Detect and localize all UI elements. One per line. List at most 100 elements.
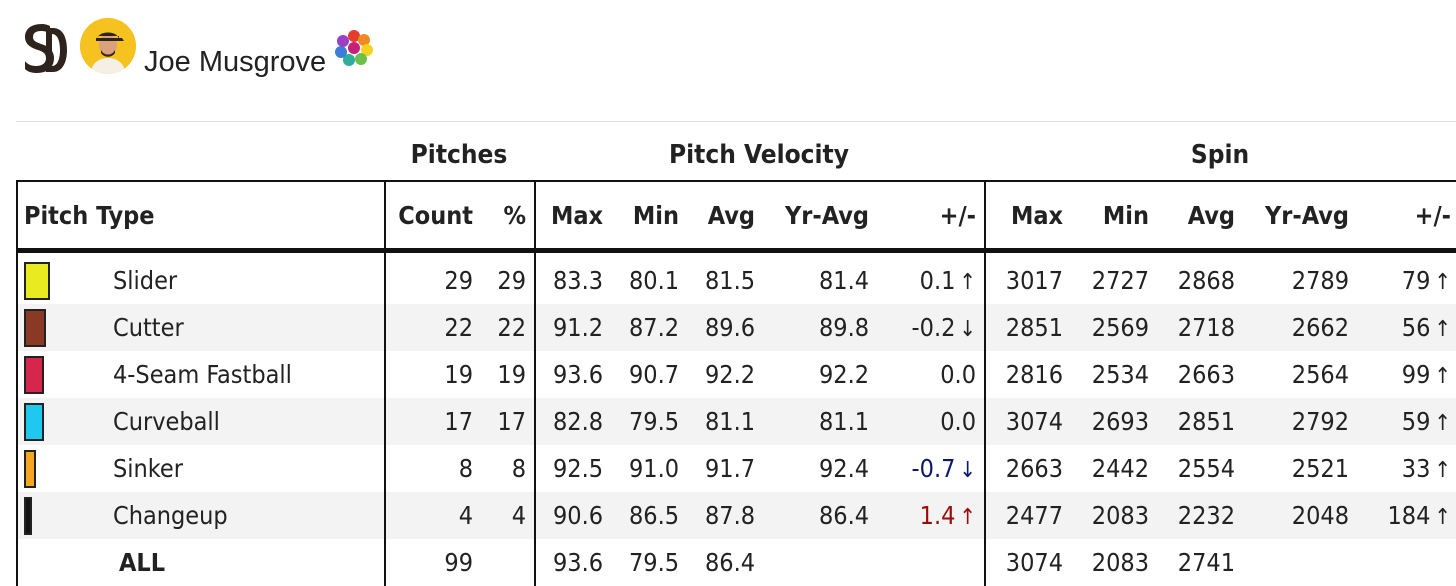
- spin-diff-value: 56: [1401, 313, 1431, 342]
- totals-spin-max: 3074: [1005, 548, 1064, 577]
- totals-velo-min: 79.5: [628, 548, 680, 577]
- pitch-color-swatch-cell: [16, 492, 113, 539]
- velo-yravg-cell: 92.2: [818, 360, 870, 389]
- group-velocity: Pitch Velocity: [669, 140, 849, 170]
- velo-avg-cell: 81.1: [687, 398, 764, 445]
- col-spin-avg: Avg: [1157, 180, 1244, 253]
- pitch-name: Slider: [113, 250, 387, 304]
- pitch-stats-table: Pitch Type Count % Max Min Avg Yr-Avg +/…: [15, 180, 1456, 586]
- velo-diff-value: -0.7: [911, 454, 956, 483]
- pitch-color-swatch-cell: [16, 250, 113, 304]
- player-avatar: [80, 18, 136, 74]
- spin-min-cell: 2693: [1071, 398, 1158, 445]
- totals-spin-avg: 2741: [1177, 548, 1236, 577]
- spin-yravg-cell: 2048: [1243, 492, 1358, 539]
- col-velo-avg: Avg: [687, 180, 764, 253]
- arrow-down-icon: ↓: [959, 317, 977, 342]
- count-cell: 17: [385, 398, 482, 445]
- spin-diff-cell: 99 ↑: [1357, 351, 1456, 398]
- velo-avg-cell: 91.7: [704, 454, 756, 483]
- velo-min-cell: 87.2: [611, 304, 688, 351]
- col-spin-max: Max: [985, 180, 1072, 253]
- table-row: Curveball 17 17 82.8 79.5 81.1 81.1 0.0 3074 2693…: [16, 398, 1456, 445]
- table-row: Slider 29 29 83.3 80.1 81.5 81.4 0.1 ↑ 3017 2727 28…: [16, 250, 1456, 305]
- pitch-color-swatch: [24, 355, 44, 394]
- spin-yravg-cell: 2789: [1291, 266, 1350, 295]
- player-headshot-icon: [80, 18, 136, 74]
- velo-diff-cell: 1.4 ↑: [877, 492, 987, 539]
- spin-diff-cell: 59 ↑: [1357, 398, 1456, 445]
- pct-cell: 4: [481, 492, 537, 539]
- pct-cell: 29: [481, 250, 537, 304]
- velo-diff-value: 1.4: [919, 501, 956, 530]
- spin-max-cell: 2663: [1005, 454, 1064, 483]
- table-row: 4-Seam Fastball 19 19 93.6 90.7 92.2 92.2 0.0 28…: [16, 351, 1456, 398]
- count-cell: 8: [458, 454, 474, 483]
- pct-cell: 8: [481, 445, 537, 492]
- spin-min-cell: 2727: [1091, 266, 1150, 295]
- arrow-up-icon: ↑: [1434, 317, 1452, 342]
- pct-cell: 19: [481, 351, 537, 398]
- spin-max-cell: 3017: [1005, 266, 1064, 295]
- velo-diff-value: 0.1: [919, 266, 956, 295]
- spin-avg-cell: 2718: [1157, 304, 1244, 351]
- count-cell: 19: [444, 360, 474, 389]
- totals-spin-diff: [1357, 539, 1456, 586]
- col-pct: %: [481, 180, 537, 253]
- pitch-name: 4-Seam Fastball: [113, 351, 387, 398]
- velo-max-cell: 91.2: [535, 304, 612, 351]
- velo-diff-value: -0.2: [911, 313, 956, 342]
- velo-avg-cell: 92.2: [704, 360, 756, 389]
- spin-diff-value: 184: [1387, 501, 1431, 530]
- spin-diff-cell: 79 ↑: [1357, 251, 1456, 305]
- spin-diff-cell: 33 ↑: [1357, 445, 1456, 492]
- pitch-color-swatch: [24, 402, 44, 441]
- velo-yravg-cell: 89.8: [763, 304, 878, 351]
- table-row: Cutter 22 22 91.2 87.2 89.6 89.8 -0.2 ↓ 2851 2569 2…: [16, 304, 1456, 351]
- spin-min-cell: 2442: [1091, 454, 1150, 483]
- spin-max-cell: 3074: [985, 398, 1072, 445]
- count-cell: 29: [444, 266, 474, 295]
- spin-avg-cell: 2851: [1157, 398, 1244, 445]
- velo-max-cell: 92.5: [552, 454, 604, 483]
- totals-spin-min: 2083: [1091, 548, 1150, 577]
- velo-min-cell: 91.0: [628, 454, 680, 483]
- arrow-up-icon: ↑: [1434, 458, 1452, 483]
- pitch-color-swatch: [24, 449, 36, 488]
- header-divider: [16, 121, 1456, 122]
- table-row: Sinker 8 8 92.5 91.0 91.7 92.4 -0.7 ↓ 2663 2442 255…: [16, 445, 1456, 492]
- col-pitch-type: Pitch Type: [15, 180, 387, 253]
- pitch-name: Cutter: [113, 304, 387, 351]
- pct-cell: 17: [481, 398, 537, 445]
- spin-min-cell: 2083: [1071, 492, 1158, 539]
- spin-avg-cell: 2663: [1177, 360, 1236, 389]
- spin-yravg-cell: 2792: [1243, 398, 1358, 445]
- col-spin-diff: +/-: [1357, 180, 1456, 253]
- totals-spin-yravg: [1243, 539, 1357, 586]
- col-velo-max: Max: [535, 180, 612, 253]
- pitch-color-swatch: [24, 496, 32, 535]
- velo-diff-cell: -0.7 ↓: [877, 445, 987, 492]
- totals-pct: [481, 539, 537, 586]
- count-cell: 22: [385, 304, 482, 351]
- arrow-up-icon: ↑: [959, 270, 977, 295]
- column-header-row: Pitch Type Count % Max Min Avg Yr-Avg +/…: [15, 180, 1456, 253]
- pitch-color-swatch-cell: [16, 351, 113, 398]
- velo-min-cell: 90.7: [628, 360, 680, 389]
- velo-max-cell: 83.3: [552, 266, 604, 295]
- pitch-name: Curveball: [113, 398, 387, 445]
- totals-spacer: [16, 539, 113, 586]
- velo-max-cell: 82.8: [535, 398, 612, 445]
- velo-min-cell: 86.5: [611, 492, 688, 539]
- group-pitches: Pitches: [410, 140, 508, 170]
- spin-yravg-cell: 2521: [1291, 454, 1350, 483]
- spin-max-cell: 2851: [985, 304, 1072, 351]
- velo-yravg-cell: 92.4: [818, 454, 870, 483]
- spin-diff-value: 33: [1401, 454, 1431, 483]
- spin-max-cell: 2816: [1005, 360, 1064, 389]
- spin-yravg-cell: 2662: [1243, 304, 1358, 351]
- colorful-flower-badge-icon: [335, 30, 373, 66]
- col-spin-min: Min: [1071, 180, 1158, 253]
- velo-diff-cell: 0.1 ↑: [877, 250, 987, 304]
- velo-avg-cell: 87.8: [687, 492, 764, 539]
